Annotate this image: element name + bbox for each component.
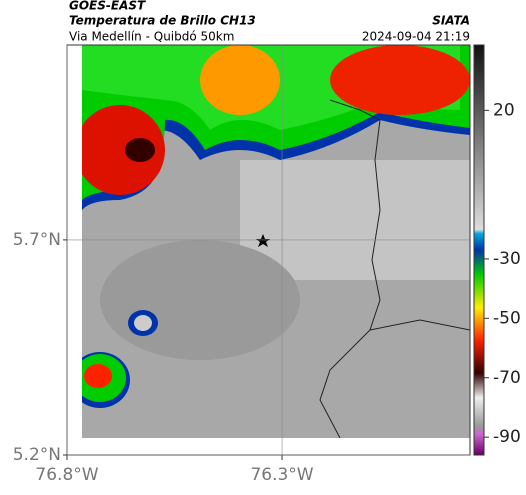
colorbar-tick-label: -50 <box>493 308 521 328</box>
colorbar <box>473 44 485 456</box>
satellite: GOES-EAST <box>69 0 146 13</box>
city-marker <box>256 234 270 247</box>
colorbar-tick-label: 20 <box>493 100 515 120</box>
colorbar-tick-label: -90 <box>493 427 521 447</box>
source: SIATA <box>432 14 470 28</box>
x-tick-label: 76.3°W <box>250 465 313 485</box>
y-tick-label: 5.2°N <box>13 445 61 465</box>
region: Via Medellín - Quibdó 50km <box>69 30 234 44</box>
datetime: 2024-09-04 21:19 <box>362 30 470 44</box>
satellite-image <box>82 45 470 438</box>
colorbar-tick-label: -30 <box>493 249 521 269</box>
x-tick-label: 76.8°W <box>35 465 98 485</box>
colorbar-tick-label: -70 <box>493 368 521 388</box>
product: Temperatura de Brillo CH13 <box>69 14 256 28</box>
y-tick-label: 5.7°N <box>13 230 61 250</box>
